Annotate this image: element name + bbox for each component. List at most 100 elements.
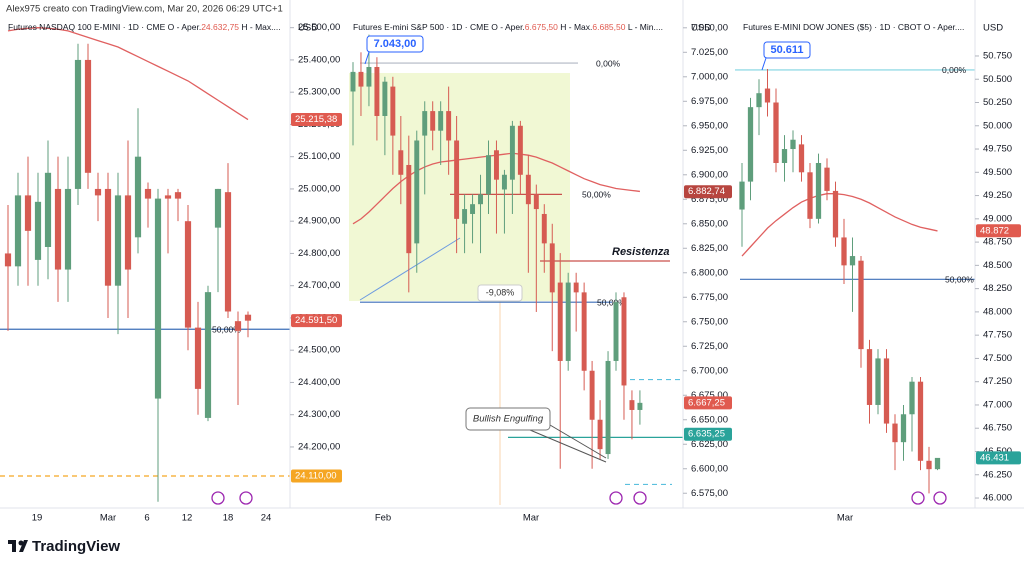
x-tick-label: 18 bbox=[223, 513, 234, 524]
candle-body bbox=[629, 400, 635, 410]
candle-body bbox=[764, 88, 771, 103]
candle-body bbox=[934, 457, 941, 470]
y-tick-label: 6.900,00 bbox=[691, 169, 728, 180]
y-tick-label: 48.500 bbox=[983, 260, 1012, 271]
event-icon bbox=[933, 491, 947, 505]
trend-line bbox=[359, 237, 461, 301]
y-tick-label: 7.025,00 bbox=[691, 47, 728, 58]
price-tag bbox=[291, 314, 342, 328]
y-tick-label: 25.300,00 bbox=[298, 87, 340, 98]
y-tick-label: 46.250 bbox=[983, 469, 1012, 480]
candle-body bbox=[174, 192, 182, 199]
y-tick-label: 25.500,00 bbox=[298, 22, 340, 33]
candle-body bbox=[438, 111, 444, 131]
price-tag bbox=[684, 185, 732, 199]
price-tag-label: 48.872 bbox=[980, 225, 1009, 236]
candle-body bbox=[589, 370, 595, 420]
y-tick-label: 6.725,00 bbox=[691, 341, 728, 352]
candle-body bbox=[94, 188, 102, 196]
price-tag-label: 46.431 bbox=[980, 452, 1009, 463]
y-tick-label: 24.400,00 bbox=[298, 377, 340, 388]
callout-pointer bbox=[364, 51, 370, 65]
x-tick-label: Feb bbox=[375, 513, 391, 524]
title-part: 24.632,75 bbox=[201, 22, 239, 32]
candle-body bbox=[144, 188, 152, 199]
candle-body bbox=[917, 381, 924, 461]
x-tick-label: Mar bbox=[523, 513, 539, 524]
candle-body bbox=[841, 237, 847, 266]
brand: TradingView bbox=[32, 538, 120, 555]
event-icon bbox=[239, 491, 253, 505]
candle-body bbox=[350, 71, 356, 92]
candle-body bbox=[525, 174, 531, 205]
moving-average bbox=[7, 27, 249, 121]
candle-body bbox=[824, 167, 830, 191]
high-callout: 7.043,00 bbox=[374, 38, 417, 50]
y-tick-label: 6.675,00 bbox=[691, 390, 728, 401]
candle-body bbox=[184, 221, 192, 328]
candle-body bbox=[849, 256, 856, 266]
candle-body bbox=[747, 107, 754, 182]
y-tick-label: 47.250 bbox=[983, 376, 1012, 387]
candle-body bbox=[74, 59, 82, 189]
candle-body bbox=[557, 282, 563, 361]
y-tick-label: 6.875,00 bbox=[691, 194, 728, 205]
event-icon bbox=[211, 491, 225, 505]
zone bbox=[349, 73, 570, 301]
candle-body bbox=[517, 125, 523, 175]
pattern-pointer bbox=[549, 424, 607, 459]
y-tick-label: 47.000 bbox=[983, 399, 1012, 410]
y-tick-label: 24.800,00 bbox=[298, 248, 340, 259]
candle-body bbox=[621, 297, 627, 386]
title-part: Futures NASDAQ 100 E-MINI · 1D · CME O -… bbox=[8, 22, 201, 32]
candle-body bbox=[815, 162, 822, 219]
y-tick-label: 7.000,00 bbox=[691, 71, 728, 82]
y-tick-label: 49.000 bbox=[983, 213, 1012, 224]
candle-body bbox=[807, 172, 813, 219]
currency: USD bbox=[691, 23, 711, 34]
candle-body bbox=[224, 192, 232, 312]
callout-pointer bbox=[761, 57, 767, 71]
y-tick-label: 48.000 bbox=[983, 306, 1012, 317]
currency: USD bbox=[298, 23, 318, 34]
candle-body bbox=[773, 102, 779, 163]
panel: 0,00% 50,00% bbox=[735, 65, 975, 494]
candle-body bbox=[866, 349, 873, 405]
pattern-box bbox=[465, 407, 551, 431]
candle-body bbox=[244, 314, 252, 321]
price-tag bbox=[684, 396, 732, 410]
candle-body bbox=[64, 188, 72, 270]
candle-body bbox=[382, 81, 388, 116]
logo bbox=[8, 540, 28, 552]
price-tag bbox=[976, 224, 1021, 238]
candle-body bbox=[875, 358, 881, 405]
candle-body bbox=[430, 111, 436, 131]
event-icon bbox=[633, 491, 647, 505]
candle-body bbox=[398, 150, 404, 175]
pattern-label: Bullish Engulfing bbox=[473, 414, 544, 425]
candle-body bbox=[194, 327, 202, 389]
y-tick-label: 48.750 bbox=[983, 237, 1012, 248]
y-tick-label: 24.300,00 bbox=[298, 409, 340, 420]
y-tick-label: 48.250 bbox=[983, 283, 1012, 294]
candle-body bbox=[900, 414, 907, 443]
header: Alex975 creato con TradingView.com, Mar … bbox=[6, 4, 283, 15]
y-tick-label: 24.900,00 bbox=[298, 216, 340, 227]
candle-body bbox=[154, 198, 162, 399]
y-tick-label: 25.000,00 bbox=[298, 183, 340, 194]
candle-body bbox=[366, 66, 372, 87]
currency: USD bbox=[983, 23, 1003, 34]
panel: 0,00% 50,00% Resistenza 50,00% bbox=[349, 34, 683, 505]
candle-body bbox=[390, 86, 396, 136]
high-callout: 50.611 bbox=[770, 44, 803, 56]
x-tick-label: Mar bbox=[100, 513, 116, 524]
candle-body bbox=[790, 139, 796, 150]
candle-body bbox=[478, 194, 483, 205]
y-tick-label: 24.500,00 bbox=[298, 345, 340, 356]
candle-body bbox=[883, 358, 890, 424]
y-tick-label: 50.750 bbox=[983, 50, 1012, 61]
y-tick-label: 6.825,00 bbox=[691, 243, 728, 254]
candle-body bbox=[486, 155, 491, 195]
candle-body bbox=[462, 209, 468, 224]
price-tag bbox=[291, 112, 342, 126]
